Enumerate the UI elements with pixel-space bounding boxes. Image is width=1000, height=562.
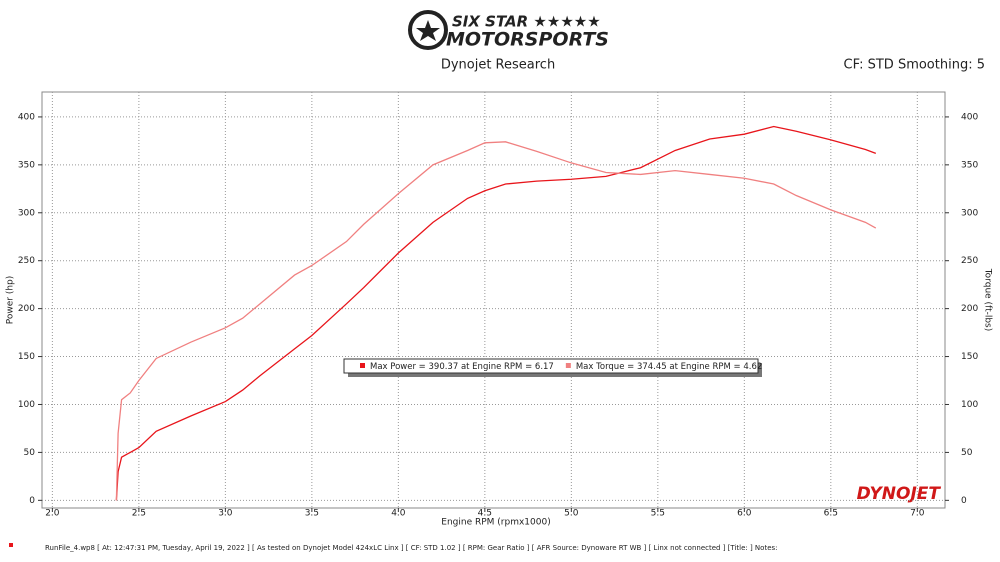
legend-label: Max Torque = 374.45 at Engine RPM = 4.62 (576, 362, 762, 372)
y-tick-label: 200 (18, 304, 35, 314)
y2-tick-label: 0 (961, 496, 967, 506)
y-tick-label: 350 (18, 160, 35, 170)
y2-tick-label: 350 (961, 160, 978, 170)
y2-tick-label: 400 (961, 112, 978, 122)
series-line (115, 125, 877, 501)
legend-label: Max Power = 390.37 at Engine RPM = 6.17 (370, 362, 554, 372)
y2-tick-label: 250 (961, 256, 978, 266)
y2-tick-label: 200 (961, 304, 978, 314)
x-tick-label: 3.5 (305, 509, 319, 519)
y2-tick-label: 300 (961, 208, 978, 218)
watermark: DYNOJET (857, 484, 942, 504)
logo-text: MOTORSPORTS (446, 29, 609, 51)
y-tick-label: 300 (18, 208, 35, 218)
y2-tick-label: 50 (961, 448, 973, 458)
y2-tick-label: 150 (961, 352, 978, 362)
x-tick-label: 4.0 (391, 509, 406, 519)
x-tick-label: 6.5 (824, 509, 838, 519)
legend-marker (360, 363, 365, 368)
y-axis-label: Power (hp) (6, 276, 16, 325)
x-tick-label: 5.5 (651, 509, 665, 519)
chart-title: Dynojet Research (441, 58, 555, 73)
y-tick-label: 250 (18, 256, 35, 266)
logo-ring (408, 10, 448, 50)
legend-marker (565, 363, 571, 368)
logo: SIX STAR ★★★★★ MOTORSPORTS (408, 10, 609, 51)
chart-subtitle: CF: STD Smoothing: 5 (844, 58, 985, 73)
y-tick-label: 0 (29, 496, 35, 506)
x-tick-label: 4.5 (478, 509, 492, 519)
plot-area (41, 91, 946, 509)
y-tick-label: 150 (18, 352, 35, 362)
footer-marker (9, 543, 13, 547)
footer: RunFile_4.wp8 [ At: 12:47:31 PM, Tuesday… (45, 544, 778, 552)
x-tick-label: 2.5 (132, 509, 146, 519)
y2-axis-label: Torque (ft-lbs) (983, 268, 993, 332)
series-line (115, 141, 877, 501)
x-tick-label: 6.0 (737, 509, 752, 519)
logo-star (416, 20, 440, 41)
logo-text: SIX STAR ★★★★★ (452, 13, 601, 31)
y-tick-label: 100 (18, 400, 35, 410)
y2-tick-label: 100 (961, 400, 978, 410)
y-tick-label: 400 (18, 112, 35, 122)
legend (343, 358, 759, 374)
y-tick-label: 50 (24, 448, 36, 458)
x-tick-label: 5.0 (564, 509, 579, 519)
x-tick-label: 2.0 (45, 509, 60, 519)
x-axis-label: Engine RPM (rpmx1000) (441, 518, 550, 528)
x-tick-label: 7.0 (910, 509, 925, 519)
x-tick-label: 3.0 (218, 509, 233, 519)
